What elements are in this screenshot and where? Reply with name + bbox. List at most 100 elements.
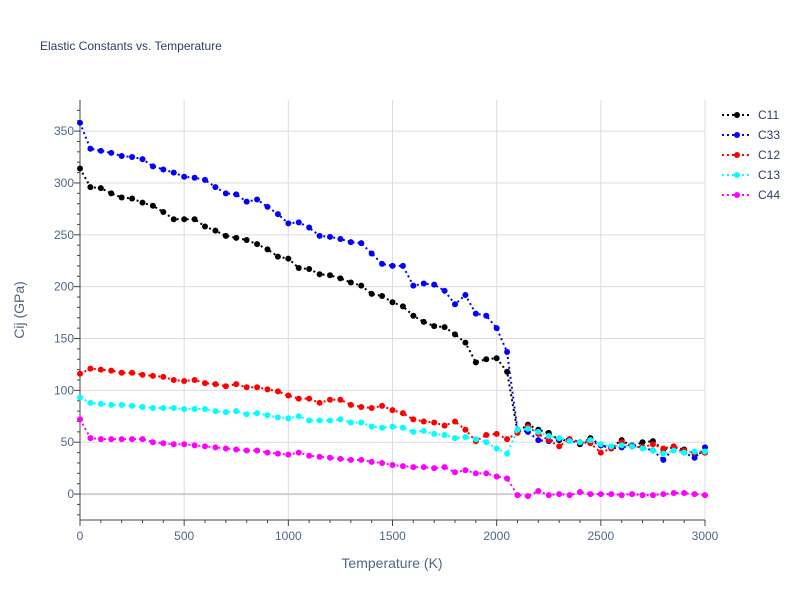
- data-point-c33: [347, 239, 354, 246]
- legend-item-c33[interactable]: C33: [722, 128, 780, 142]
- data-point-c11: [337, 275, 344, 282]
- data-point-c13: [504, 450, 511, 457]
- data-point-c13: [472, 436, 479, 443]
- legend-item-c13[interactable]: C13: [722, 168, 780, 182]
- data-point-c13: [577, 439, 583, 446]
- data-point-c12: [504, 436, 511, 443]
- data-point-c12: [233, 381, 240, 388]
- y-axis-title: Cij (GPa): [11, 281, 27, 339]
- data-point-c13: [493, 445, 500, 452]
- data-point-c13: [379, 424, 386, 431]
- legend-item-c12[interactable]: C12: [722, 148, 780, 162]
- data-point-c13: [337, 416, 344, 423]
- data-point-c13: [441, 431, 448, 438]
- data-point-c11: [368, 290, 375, 297]
- data-point-c44: [97, 436, 104, 443]
- data-point-c44: [597, 491, 604, 498]
- data-point-c12: [493, 430, 500, 437]
- data-point-c12: [139, 371, 146, 378]
- data-point-c44: [566, 492, 573, 499]
- data-point-c11: [77, 165, 83, 172]
- data-point-c12: [274, 388, 281, 395]
- data-point-c13: [149, 405, 156, 411]
- data-point-c33: [441, 287, 448, 294]
- data-point-c33: [264, 203, 271, 210]
- data-point-c44: [87, 435, 94, 442]
- data-point-c13: [118, 401, 125, 408]
- y-tick-label: 350: [54, 124, 74, 138]
- data-point-c13: [399, 424, 406, 431]
- data-point-c12: [254, 384, 261, 391]
- data-point-c13: [285, 415, 292, 422]
- y-tick-label: 0: [67, 487, 74, 501]
- data-point-c33: [233, 191, 240, 198]
- data-point-c44: [233, 446, 240, 453]
- data-point-c33: [222, 190, 229, 197]
- data-point-c44: [347, 456, 354, 463]
- data-point-c33: [285, 220, 292, 227]
- data-point-c44: [254, 447, 261, 454]
- data-point-c11: [212, 227, 219, 234]
- legend-item-c44[interactable]: C44: [722, 188, 780, 202]
- data-point-c12: [441, 422, 448, 429]
- data-point-c13: [514, 426, 521, 433]
- data-point-c33: [274, 211, 281, 218]
- data-point-c44: [222, 445, 229, 452]
- data-point-c11: [170, 216, 177, 223]
- data-point-c11: [483, 356, 490, 363]
- data-point-c33: [452, 301, 458, 308]
- data-point-c33: [504, 349, 511, 355]
- data-point-c13: [222, 409, 229, 416]
- data-point-c12: [160, 373, 167, 380]
- data-point-c13: [181, 406, 188, 413]
- data-point-c44: [660, 491, 667, 498]
- data-point-c12: [129, 369, 136, 376]
- data-point-c44: [691, 491, 698, 498]
- data-point-c13: [170, 405, 177, 411]
- data-point-c13: [274, 414, 281, 421]
- data-point-c13: [608, 443, 615, 450]
- legend-label: C44: [758, 188, 780, 202]
- data-point-c13: [597, 441, 604, 448]
- data-point-c13: [618, 442, 625, 449]
- data-point-c12: [264, 386, 271, 393]
- data-point-c12: [379, 402, 386, 409]
- data-point-c12: [181, 378, 188, 385]
- data-point-c44: [212, 444, 219, 451]
- data-point-c13: [306, 417, 313, 424]
- data-point-c13: [535, 428, 542, 435]
- data-point-c13: [264, 412, 271, 419]
- data-point-c12: [306, 395, 313, 402]
- legend[interactable]: C11 C33 C12 C13 C44: [722, 108, 780, 202]
- data-point-c33: [181, 173, 188, 180]
- legend-item-c11[interactable]: C11: [722, 108, 779, 122]
- data-point-c11: [399, 303, 406, 310]
- data-point-c33: [108, 149, 115, 156]
- data-point-c11: [222, 232, 229, 239]
- data-point-c13: [681, 449, 688, 456]
- data-point-c11: [87, 184, 94, 191]
- data-point-c13: [139, 403, 146, 410]
- data-point-c12: [389, 407, 396, 414]
- data-point-c12: [77, 370, 83, 377]
- data-point-c13: [462, 434, 469, 441]
- x-tick-label: 0: [77, 529, 84, 543]
- data-point-c11: [389, 299, 396, 306]
- data-point-c44: [160, 440, 167, 447]
- data-point-c33: [295, 219, 302, 226]
- data-point-c12: [212, 381, 219, 388]
- data-point-c33: [129, 154, 136, 161]
- y-tick-label: 50: [61, 435, 75, 449]
- data-point-c33: [149, 163, 156, 170]
- data-point-c11: [139, 199, 146, 206]
- data-point-c44: [149, 439, 156, 446]
- data-point-c11: [441, 324, 448, 331]
- data-point-c33: [212, 184, 219, 191]
- data-point-c44: [389, 462, 396, 469]
- x-tick-label: 2500: [587, 529, 614, 543]
- data-point-c44: [524, 493, 531, 500]
- data-point-c33: [191, 174, 198, 181]
- data-point-c13: [191, 406, 198, 413]
- data-point-c12: [285, 392, 292, 399]
- data-point-c33: [97, 147, 104, 154]
